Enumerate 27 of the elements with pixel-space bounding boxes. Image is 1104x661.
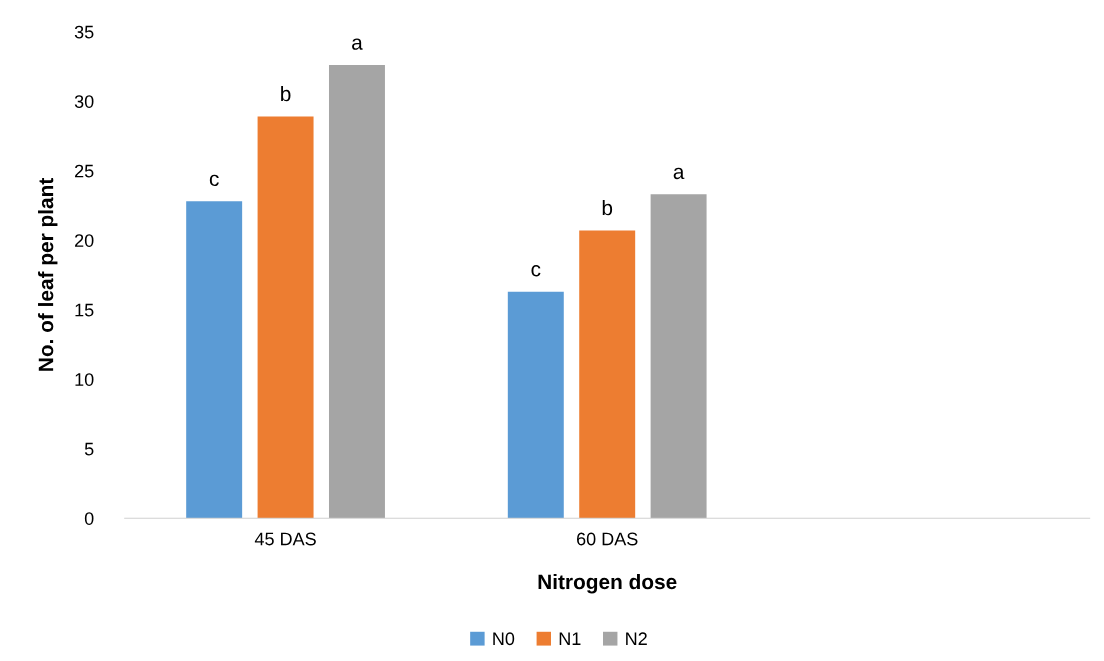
data-label: b (281, 85, 291, 102)
y-axis-title: No. of leaf per plant (38, 177, 58, 371)
legend-label: N0 (493, 632, 515, 646)
y-tick-label: 20 (75, 234, 94, 247)
legend-label: N2 (626, 632, 647, 645)
x-axis-title: Nitrogen dose (538, 573, 677, 594)
bar (579, 230, 636, 519)
bar (186, 201, 243, 519)
data-label: a (673, 167, 685, 180)
data-label: a (352, 38, 363, 50)
y-tick-label: 30 (74, 95, 94, 108)
data-label: b (602, 199, 613, 216)
y-tick-label: 15 (75, 303, 94, 317)
data-label: c (531, 265, 541, 277)
y-tick-label: 35 (74, 25, 94, 39)
x-tick-label: 45 DAS (254, 532, 316, 546)
bar (650, 194, 707, 519)
y-tick-label: 0 (84, 512, 94, 525)
data-label: c (209, 174, 219, 187)
y-tick-label: 10 (75, 373, 94, 386)
y-tick-label: 5 (84, 442, 94, 456)
y-tick-label: 25 (75, 164, 94, 178)
bar (507, 291, 564, 519)
x-tick-label: 60 DAS (577, 532, 638, 546)
bar (328, 65, 385, 519)
bar (257, 116, 314, 519)
legend-label: N1 (559, 632, 581, 645)
